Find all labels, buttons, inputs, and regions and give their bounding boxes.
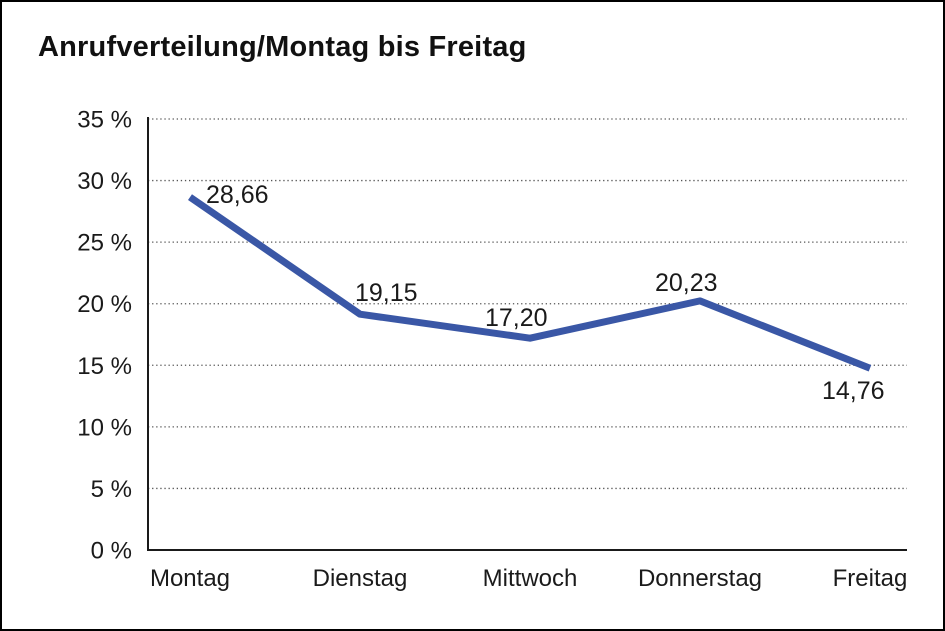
y-tick-label: 0 %: [91, 538, 132, 565]
x-axis-label: Montag: [150, 565, 230, 592]
x-axis-label: Mittwoch: [483, 565, 578, 592]
x-axis-label: Freitag: [833, 565, 908, 592]
data-point-label: 19,15: [355, 279, 418, 307]
data-point-label: 20,23: [655, 269, 718, 297]
data-series-line: [188, 194, 872, 372]
y-tick-label: 20 %: [77, 291, 132, 318]
y-tick-label: 35 %: [77, 107, 132, 134]
data-point-label: 14,76: [822, 377, 885, 405]
data-point-label: 28,66: [206, 181, 269, 209]
data-point-label: 17,20: [485, 304, 548, 332]
y-tick-label: 25 %: [77, 230, 132, 257]
y-tick-label: 15 %: [77, 353, 132, 380]
y-tick-label: 10 %: [77, 414, 132, 441]
y-tick-label: 5 %: [91, 476, 132, 503]
chart-title: Anrufverteilung/Montag bis Freitag: [38, 31, 527, 63]
x-axis-label: Dienstag: [313, 565, 408, 592]
y-tick-label: 30 %: [77, 168, 132, 195]
x-axis-label: Donnerstag: [638, 565, 762, 592]
